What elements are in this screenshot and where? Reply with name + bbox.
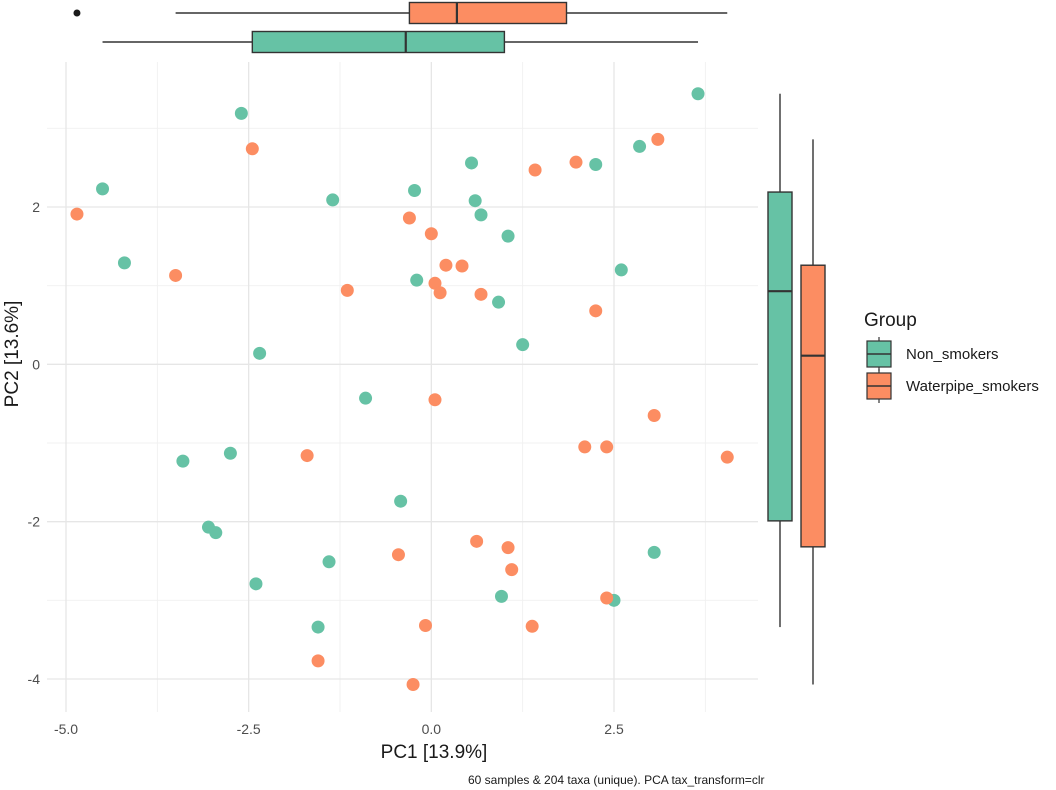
point-non-smokers <box>96 182 110 196</box>
point-waterpipe-smokers <box>428 393 442 407</box>
top-box-non-smokers <box>251 30 506 54</box>
y-tick-label: 0 <box>32 356 40 372</box>
point-waterpipe-smokers <box>300 449 314 463</box>
x-tick-label: 2.5 <box>604 721 624 737</box>
point-non-smokers <box>408 183 422 197</box>
x-tick-label: -5.0 <box>54 721 78 737</box>
y-tick-label: -4 <box>28 671 41 687</box>
legend: Group Non_smokers Waterpipe_smokers <box>864 310 1039 403</box>
point-non-smokers <box>589 158 603 172</box>
point-waterpipe-smokers <box>474 287 488 301</box>
right-box-waterpipe-smokers <box>800 264 826 548</box>
top-outlier-waterpipe-smokers <box>73 9 81 17</box>
point-waterpipe-smokers <box>600 591 614 605</box>
x-tick-label: -2.5 <box>237 721 261 737</box>
scatter-points <box>70 87 734 692</box>
top-marginal-boxplots <box>73 1 728 54</box>
point-waterpipe-smokers <box>578 440 592 454</box>
top-box-waterpipe-smokers <box>408 1 568 25</box>
point-non-smokers <box>117 256 131 270</box>
point-waterpipe-smokers <box>505 563 519 577</box>
point-non-smokers <box>468 194 482 208</box>
point-waterpipe-smokers <box>70 207 84 221</box>
point-waterpipe-smokers <box>528 163 542 177</box>
point-non-smokers <box>311 620 325 634</box>
point-non-smokers <box>223 446 237 460</box>
point-waterpipe-smokers <box>424 227 438 241</box>
point-non-smokers <box>249 577 263 591</box>
point-non-smokers <box>176 454 190 468</box>
point-waterpipe-smokers <box>600 440 614 454</box>
point-waterpipe-smokers <box>406 678 420 692</box>
point-waterpipe-smokers <box>525 619 539 633</box>
point-waterpipe-smokers <box>589 304 603 318</box>
point-waterpipe-smokers <box>439 258 453 272</box>
x-tick-labels: -5.0 -2.5 0.0 2.5 <box>54 721 624 737</box>
grid-major <box>47 62 758 712</box>
point-non-smokers <box>494 589 508 603</box>
point-waterpipe-smokers <box>651 132 665 146</box>
point-non-smokers <box>633 139 647 153</box>
point-waterpipe-smokers <box>340 283 354 297</box>
point-waterpipe-smokers <box>647 408 661 422</box>
grid-minor <box>47 62 758 712</box>
point-waterpipe-smokers <box>569 155 583 169</box>
right-box-non-smokers <box>767 191 793 522</box>
legend-key-waterpipe-smokers: Waterpipe_smokers <box>866 369 1039 403</box>
point-non-smokers <box>209 526 223 540</box>
point-waterpipe-smokers <box>501 541 515 555</box>
point-waterpipe-smokers <box>433 286 447 300</box>
point-waterpipe-smokers <box>169 268 183 282</box>
point-non-smokers <box>253 346 267 360</box>
legend-key-non-smokers: Non_smokers <box>866 337 999 371</box>
x-axis-title: PC1 [13.9%] <box>381 742 488 763</box>
legend-label-non-smokers: Non_smokers <box>906 346 999 363</box>
point-waterpipe-smokers <box>418 619 432 633</box>
x-tick-label: 0.0 <box>422 721 442 737</box>
right-marginal-boxplots <box>767 93 826 685</box>
point-non-smokers <box>474 208 488 222</box>
point-non-smokers <box>394 494 408 508</box>
point-non-smokers <box>410 273 424 287</box>
legend-title: Group <box>864 310 917 331</box>
point-non-smokers <box>322 555 336 569</box>
point-non-smokers <box>647 545 661 559</box>
point-waterpipe-smokers <box>391 548 405 562</box>
point-non-smokers <box>234 106 248 120</box>
point-waterpipe-smokers <box>455 259 469 273</box>
point-waterpipe-smokers <box>402 211 416 225</box>
point-non-smokers <box>465 156 479 170</box>
y-tick-label: -2 <box>28 514 41 530</box>
legend-label-waterpipe-smokers: Waterpipe_smokers <box>906 378 1039 395</box>
point-non-smokers <box>326 193 340 207</box>
point-waterpipe-smokers <box>720 450 734 464</box>
point-waterpipe-smokers <box>245 142 259 156</box>
point-non-smokers <box>516 338 530 352</box>
point-non-smokers <box>501 229 515 243</box>
caption: 60 samples & 204 taxa (unique). PCA tax_… <box>468 773 764 787</box>
point-non-smokers <box>691 87 705 101</box>
y-tick-label: 2 <box>32 199 40 215</box>
y-tick-labels: -4 -2 0 2 <box>28 199 41 687</box>
point-waterpipe-smokers <box>470 534 484 548</box>
point-waterpipe-smokers <box>311 654 325 668</box>
y-axis-title: PC2 [13.6%] <box>2 301 23 408</box>
point-non-smokers <box>359 391 373 405</box>
point-non-smokers <box>614 263 628 277</box>
point-non-smokers <box>492 295 506 309</box>
